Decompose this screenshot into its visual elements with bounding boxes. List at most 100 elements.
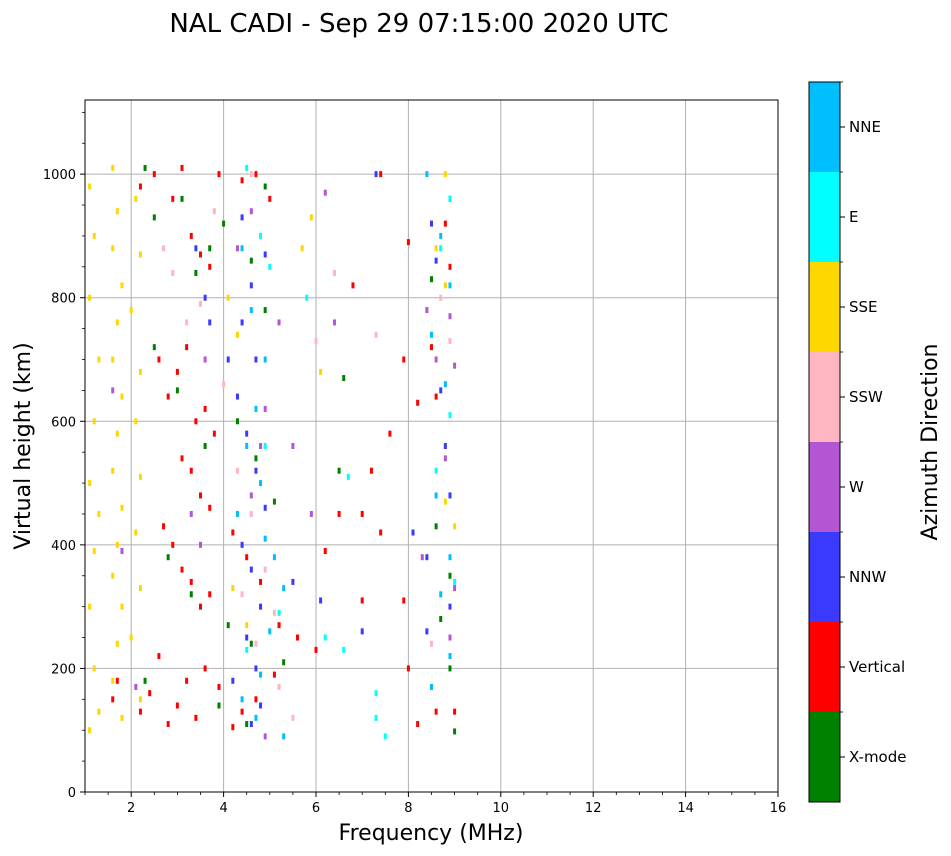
data-point (323, 634, 327, 641)
data-point (272, 609, 276, 616)
data-point (134, 529, 138, 536)
data-point (120, 282, 124, 289)
data-point (425, 554, 429, 561)
data-point (379, 171, 383, 178)
y-tick-label: 400 (51, 539, 76, 554)
data-point (240, 214, 244, 221)
data-point (254, 455, 258, 462)
data-point (259, 702, 263, 709)
data-point (443, 498, 447, 505)
data-points (88, 164, 457, 740)
data-point (263, 535, 267, 542)
data-point (111, 467, 115, 474)
data-point (434, 467, 438, 474)
data-point (259, 671, 263, 678)
data-point (120, 714, 124, 721)
data-point (323, 189, 327, 196)
data-point (208, 319, 212, 326)
data-point (342, 375, 346, 382)
data-point (115, 208, 119, 215)
data-point (434, 492, 438, 499)
data-point (189, 467, 193, 474)
data-point (231, 585, 235, 592)
data-point (254, 356, 258, 363)
data-point (226, 622, 230, 629)
data-point (157, 653, 161, 660)
data-point (420, 554, 424, 561)
data-point (439, 591, 443, 598)
data-point (309, 214, 313, 221)
data-point (439, 245, 443, 252)
data-point (249, 566, 253, 573)
data-point (92, 548, 96, 555)
data-point (259, 443, 263, 449)
data-point (337, 467, 341, 474)
data-point (332, 319, 336, 326)
colorbar-segment (809, 712, 840, 802)
colorbar-label: Azimuth Direction (918, 343, 943, 540)
data-point (434, 393, 438, 400)
data-point (448, 195, 452, 202)
data-point (369, 467, 373, 474)
colorbar-label-e: E (849, 208, 858, 226)
data-point (374, 714, 378, 721)
data-point (92, 665, 96, 672)
data-point (235, 245, 239, 252)
data-point (189, 591, 193, 598)
data-point (448, 263, 452, 270)
data-point (203, 356, 207, 363)
data-point (425, 307, 429, 314)
data-point (245, 430, 249, 437)
data-point (383, 733, 387, 740)
data-point (212, 208, 216, 215)
data-point (263, 183, 267, 190)
data-point (97, 708, 101, 715)
data-point (231, 529, 235, 536)
colorbar-label-sse: SSE (849, 298, 878, 316)
data-point (148, 690, 152, 697)
data-point (374, 171, 378, 178)
data-point (443, 171, 447, 178)
colorbar-segment (809, 442, 840, 532)
colorbar-segment (809, 622, 840, 712)
data-point (448, 603, 452, 610)
data-point (222, 220, 226, 227)
data-point (268, 263, 272, 270)
data-point (448, 634, 452, 641)
colorbar-frame (808, 81, 841, 803)
series-nne (235, 171, 452, 740)
data-point (402, 356, 406, 363)
x-tick-label: 2 (127, 801, 135, 816)
data-point (189, 232, 193, 239)
data-point (180, 164, 184, 171)
data-point (277, 609, 281, 616)
data-point (217, 702, 221, 709)
data-point (111, 387, 115, 394)
data-point (166, 721, 170, 728)
data-point (416, 721, 420, 728)
data-point (88, 480, 92, 487)
data-point (203, 665, 207, 672)
data-point (453, 523, 457, 530)
data-point (268, 628, 272, 635)
colorbar-segment (809, 532, 840, 622)
data-point (434, 257, 438, 264)
data-point (323, 548, 327, 555)
data-point (235, 393, 239, 400)
x-axis: 2 4 6 8 10 12 14 16 (84, 792, 786, 816)
data-point (296, 634, 300, 641)
data-point (443, 282, 447, 289)
grid (85, 100, 779, 792)
data-point (351, 282, 355, 289)
data-point (268, 195, 272, 202)
data-point (305, 294, 309, 301)
colorbar-segment (809, 352, 840, 442)
data-point (111, 164, 115, 171)
data-point (379, 529, 383, 536)
data-point (430, 683, 433, 690)
y-tick-label: 1000 (43, 168, 76, 183)
data-point (92, 232, 96, 239)
data-point (240, 245, 244, 252)
data-point (259, 480, 263, 487)
data-point (88, 603, 92, 610)
